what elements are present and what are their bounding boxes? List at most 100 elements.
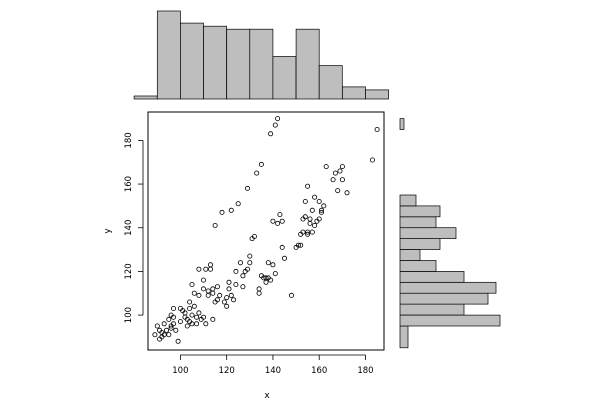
- y-tick-label: 140: [124, 220, 134, 236]
- scatter-point: [251, 233, 257, 239]
- scatter-point: [279, 244, 285, 250]
- scatter-point: [194, 321, 200, 327]
- scatter-point: [200, 277, 206, 283]
- y-axis-label: y: [103, 228, 113, 234]
- scatter-point: [237, 260, 243, 266]
- histogram-bar-y: [399, 314, 501, 327]
- scatter-point: [318, 209, 324, 215]
- scatter-point: [170, 305, 176, 311]
- scatter-point: [170, 314, 176, 320]
- scatter-point: [210, 286, 216, 292]
- scatter-point: [219, 209, 225, 215]
- scatter-point: [189, 312, 195, 318]
- scatter-point: [228, 292, 234, 298]
- x-tick-label: 160: [311, 366, 327, 376]
- histogram-bar-y: [399, 238, 441, 250]
- scatter-point: [226, 286, 232, 292]
- scatter-point: [244, 185, 250, 191]
- scatter-point: [268, 131, 274, 137]
- y-axis: 100 120 140 160 180: [124, 132, 144, 323]
- scatter-point: [247, 253, 253, 259]
- right-histogram-y: [399, 118, 501, 349]
- histogram-bar-x: [342, 86, 366, 100]
- scatter-point: [152, 332, 158, 338]
- scatter-point: [240, 273, 246, 279]
- scatter-point: [184, 323, 190, 329]
- scatter-point: [166, 316, 172, 322]
- scatter-point: [344, 190, 350, 196]
- scatter-point: [240, 284, 246, 290]
- scatter-point: [305, 229, 311, 235]
- scatter-point: [279, 218, 285, 224]
- scatter-point: [268, 277, 274, 283]
- scatter-point: [302, 198, 308, 204]
- x-tick-label: 180: [357, 366, 373, 376]
- scatter-point: [200, 286, 206, 292]
- scatter-point: [312, 222, 318, 228]
- scatter-point: [168, 325, 174, 331]
- scatter-point: [330, 177, 336, 183]
- scatter-point: [272, 271, 278, 277]
- scatter-point: [210, 290, 216, 296]
- scatter-point: [182, 310, 188, 316]
- scatter-point: [196, 266, 202, 272]
- scatter-point: [233, 268, 239, 274]
- y-tick-label: 100: [124, 307, 134, 323]
- histogram-bar-y: [399, 194, 417, 207]
- scatter-point: [318, 207, 324, 213]
- scatter-point: [214, 297, 220, 303]
- scatter-point: [281, 255, 287, 261]
- histogram-bar-y: [399, 249, 421, 261]
- scatter-point: [369, 157, 375, 163]
- scatter-point: [187, 299, 193, 305]
- scatter-point: [231, 297, 237, 303]
- scatter-point: [161, 321, 167, 327]
- y-tick-label: 120: [124, 263, 134, 279]
- histogram-bar-y: [399, 260, 437, 272]
- scatter-point: [207, 266, 213, 272]
- scatter-point: [316, 198, 322, 204]
- y-tick-label: 160: [124, 176, 134, 192]
- x-axis: 100 120 140 160 180: [172, 354, 374, 376]
- histogram-bar-y: [399, 325, 409, 349]
- scatter-point: [288, 292, 294, 298]
- scatter-point: [203, 321, 209, 327]
- scatter-point: [247, 260, 253, 266]
- histogram-bar-y: [399, 227, 457, 239]
- scatter-point: [270, 262, 276, 268]
- scatter-point: [298, 242, 304, 248]
- histogram-bar-y: [399, 292, 489, 305]
- histogram-bar-x: [249, 28, 274, 100]
- scatter-point: [339, 164, 345, 170]
- scatter-point: [275, 220, 281, 226]
- x-tick-label: 100: [172, 366, 188, 376]
- scatter-point: [196, 310, 202, 316]
- x-axis-label: x: [264, 391, 270, 400]
- scatter-point: [323, 164, 329, 170]
- scatter-point: [307, 216, 313, 222]
- scatter-point: [321, 203, 327, 209]
- scatter-point: [191, 303, 197, 309]
- histogram-bar-y: [399, 205, 441, 218]
- scatter-point: [302, 214, 308, 220]
- scatter-point: [309, 229, 315, 235]
- scatter-point: [332, 170, 338, 176]
- histogram-bar-y: [399, 216, 437, 229]
- scatter-point: [161, 332, 167, 338]
- scatter-point: [235, 201, 241, 207]
- scatter-point: [275, 116, 281, 122]
- histogram-bar-y: [399, 271, 465, 283]
- scatter-point: [300, 229, 306, 235]
- y-tick-label: 180: [124, 132, 134, 148]
- histogram-bar-x: [295, 28, 320, 100]
- scatter-point: [307, 220, 313, 226]
- scatter-point: [270, 218, 276, 224]
- scatter-point: [374, 127, 380, 133]
- scatter-point: [189, 281, 195, 287]
- scatter-point: [305, 231, 311, 237]
- scatter-point: [175, 338, 181, 344]
- scatter-point: [263, 275, 269, 281]
- x-tick-label: 120: [219, 366, 235, 376]
- scatter-point: [337, 168, 343, 174]
